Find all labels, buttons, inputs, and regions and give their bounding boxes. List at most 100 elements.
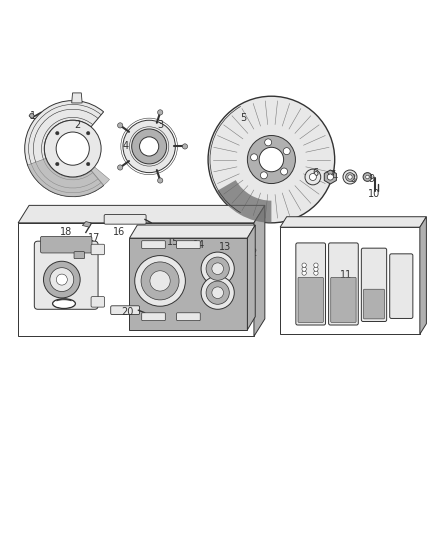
Circle shape	[201, 276, 234, 309]
FancyBboxPatch shape	[34, 241, 98, 309]
Circle shape	[141, 262, 179, 300]
Circle shape	[86, 163, 90, 166]
Circle shape	[150, 271, 170, 291]
Text: 8: 8	[349, 174, 355, 184]
Text: 6: 6	[312, 168, 318, 177]
FancyBboxPatch shape	[331, 277, 356, 322]
Text: 13: 13	[219, 242, 232, 252]
Polygon shape	[29, 114, 34, 118]
Text: 1: 1	[30, 111, 36, 121]
Circle shape	[314, 263, 318, 268]
FancyBboxPatch shape	[177, 241, 200, 248]
Polygon shape	[18, 223, 254, 336]
Text: 17: 17	[88, 233, 101, 243]
Wedge shape	[216, 180, 272, 223]
FancyBboxPatch shape	[104, 215, 146, 224]
FancyBboxPatch shape	[74, 252, 85, 259]
FancyBboxPatch shape	[40, 236, 92, 253]
Text: 19: 19	[58, 298, 70, 309]
FancyBboxPatch shape	[361, 248, 387, 321]
Circle shape	[251, 154, 258, 161]
Circle shape	[247, 135, 295, 183]
Polygon shape	[420, 217, 426, 334]
Bar	[130, 238, 247, 330]
Circle shape	[259, 147, 284, 172]
FancyBboxPatch shape	[296, 243, 325, 325]
Text: 18: 18	[60, 227, 72, 237]
Circle shape	[363, 173, 372, 181]
Polygon shape	[18, 205, 265, 223]
Circle shape	[158, 178, 163, 183]
Circle shape	[343, 170, 357, 184]
FancyBboxPatch shape	[364, 289, 385, 319]
Circle shape	[56, 132, 89, 165]
FancyBboxPatch shape	[111, 306, 140, 314]
Circle shape	[117, 165, 123, 170]
Circle shape	[283, 148, 290, 155]
Circle shape	[261, 172, 268, 179]
Polygon shape	[254, 205, 265, 336]
Polygon shape	[82, 222, 91, 227]
Text: 7: 7	[329, 170, 336, 180]
Text: 4: 4	[122, 141, 128, 151]
Text: 9: 9	[369, 174, 375, 184]
Circle shape	[327, 174, 333, 180]
Circle shape	[86, 132, 90, 135]
Circle shape	[314, 271, 318, 275]
Wedge shape	[25, 101, 104, 197]
Circle shape	[206, 257, 230, 280]
Circle shape	[123, 120, 175, 173]
Circle shape	[135, 256, 185, 306]
FancyBboxPatch shape	[390, 254, 413, 318]
Circle shape	[309, 174, 316, 181]
Circle shape	[117, 123, 123, 128]
Circle shape	[212, 263, 223, 274]
Circle shape	[302, 271, 306, 275]
Circle shape	[314, 267, 318, 271]
FancyBboxPatch shape	[142, 241, 165, 248]
Polygon shape	[247, 225, 255, 330]
Circle shape	[57, 274, 67, 285]
Circle shape	[305, 169, 321, 185]
Polygon shape	[72, 93, 82, 103]
FancyBboxPatch shape	[328, 243, 358, 325]
Circle shape	[366, 175, 369, 179]
Text: 15: 15	[167, 238, 179, 247]
Text: 20: 20	[121, 308, 134, 317]
Circle shape	[201, 252, 234, 285]
Circle shape	[348, 175, 352, 179]
Circle shape	[302, 263, 306, 268]
Circle shape	[206, 281, 230, 304]
Circle shape	[281, 168, 288, 175]
Text: 5: 5	[240, 113, 246, 123]
Circle shape	[208, 96, 335, 223]
Text: 12: 12	[246, 248, 258, 259]
Polygon shape	[324, 170, 336, 184]
Text: 2: 2	[74, 119, 80, 130]
Circle shape	[182, 144, 187, 149]
Circle shape	[44, 120, 101, 177]
FancyBboxPatch shape	[91, 297, 105, 307]
FancyBboxPatch shape	[298, 277, 323, 322]
Circle shape	[302, 267, 306, 271]
Text: 10: 10	[368, 189, 380, 199]
Polygon shape	[130, 225, 255, 238]
Circle shape	[346, 173, 354, 181]
Circle shape	[56, 132, 59, 135]
FancyBboxPatch shape	[91, 244, 105, 255]
Text: 11: 11	[339, 270, 352, 280]
Circle shape	[50, 268, 74, 292]
Text: 3: 3	[157, 119, 163, 130]
Circle shape	[56, 163, 59, 166]
Circle shape	[158, 110, 163, 115]
FancyBboxPatch shape	[177, 313, 200, 321]
FancyBboxPatch shape	[142, 313, 165, 321]
Circle shape	[132, 129, 166, 164]
Circle shape	[140, 137, 159, 156]
Circle shape	[43, 261, 80, 298]
Text: 14: 14	[193, 240, 205, 249]
Ellipse shape	[53, 300, 74, 308]
Polygon shape	[280, 227, 420, 334]
Polygon shape	[280, 217, 426, 227]
Circle shape	[265, 139, 272, 146]
